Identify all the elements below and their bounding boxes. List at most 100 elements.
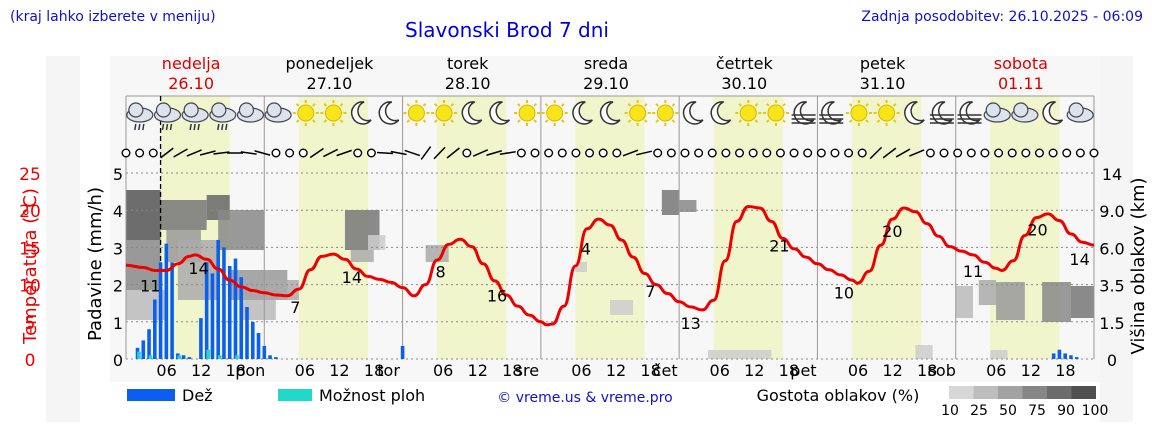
wind-calm	[148, 148, 158, 158]
cloud-height-tick: 1.5	[1099, 314, 1124, 333]
cloud-height-tick: 6.0	[1099, 239, 1124, 258]
legend-cloud-density-label: Gostota oblakov (%)	[757, 386, 920, 405]
cloud-puff	[1068, 102, 1084, 118]
wind-calm	[135, 148, 145, 158]
day-name: petek	[860, 54, 906, 73]
cloud-cell	[996, 282, 1025, 320]
rain-bar	[274, 357, 278, 359]
precip-tick: 5	[113, 165, 123, 184]
x-tick: 06	[433, 361, 453, 380]
legend-rain-swatch	[127, 389, 175, 401]
wind-calm	[298, 148, 308, 158]
wind-calm	[366, 148, 376, 158]
day-name: sreda	[584, 54, 628, 73]
sun-ray	[849, 119, 853, 123]
moon-icon	[350, 101, 372, 125]
x-tick: 06	[156, 361, 176, 380]
sun-ray	[644, 103, 648, 107]
sun-icon	[762, 100, 789, 126]
cloud-cell	[575, 262, 587, 272]
wind-calm	[1021, 148, 1031, 158]
wind-calm	[844, 148, 854, 158]
rain-cloud-icon	[126, 102, 154, 131]
wind-calm	[694, 148, 704, 158]
cloud-scale-swatch	[998, 386, 1023, 399]
cloud-cell	[978, 280, 997, 305]
shower-bar	[206, 349, 210, 359]
wind-row	[121, 146, 1099, 160]
rain-bar	[181, 355, 186, 359]
wind-calm	[939, 148, 949, 158]
copyright-link[interactable]: © vreme.us & vreme.pro	[497, 390, 672, 406]
cloud-cell	[1070, 286, 1094, 318]
rain-drop	[189, 123, 192, 131]
legend-showers-swatch	[278, 389, 312, 401]
rain-bar	[262, 345, 267, 359]
daylight-band	[437, 96, 507, 359]
sun-ray	[738, 103, 742, 107]
cloud-scale-swatch	[1047, 386, 1072, 399]
rain-drop	[193, 123, 196, 131]
moon-icon	[599, 101, 621, 125]
cloud-scale-label: 10	[941, 403, 959, 419]
day-date: 30.10	[721, 74, 767, 93]
moon-shape	[1042, 101, 1064, 125]
rain-drop	[169, 123, 173, 131]
sun-ray	[766, 119, 770, 123]
sun-ray	[517, 119, 521, 123]
wind-calm	[557, 148, 567, 158]
cloud-icon	[264, 102, 292, 123]
wind-barb	[420, 146, 432, 160]
sun-ray	[450, 103, 454, 107]
sun-ray	[892, 103, 897, 107]
day-date: 28.10	[445, 74, 491, 93]
sun-ray	[533, 103, 537, 107]
cloud-cell	[990, 350, 1008, 359]
day-date: 29.10	[583, 74, 629, 93]
rain-cloud-icon	[181, 102, 209, 131]
rain-bar	[239, 277, 244, 359]
temperature-label: 13	[680, 314, 700, 333]
rain-bar	[268, 355, 272, 359]
sun-ray	[323, 103, 328, 107]
wind-calm	[707, 148, 717, 158]
sun-icon	[292, 100, 319, 126]
cloud-cell	[350, 250, 374, 262]
sun-ray	[434, 119, 438, 123]
wind-calm	[666, 148, 676, 158]
wind-calm	[285, 148, 295, 158]
x-tick: 12	[606, 361, 626, 380]
wind-barb	[173, 148, 188, 158]
cloud-cell	[218, 210, 265, 250]
x-tick: 18	[364, 361, 384, 380]
weather-icons	[126, 100, 1094, 131]
cloud-height-axis-title: Višina oblakov (km)	[1128, 177, 1149, 354]
sun-disc	[435, 104, 453, 122]
wind-calm	[530, 148, 540, 158]
temperature-axis-title: Temperatura (°C)	[20, 188, 41, 345]
sun-ray	[422, 103, 427, 107]
rain-bar	[187, 357, 192, 359]
moon-shape	[572, 101, 593, 125]
sun-ray	[655, 119, 659, 123]
x-tick: tor	[377, 361, 400, 380]
wind-barb	[160, 147, 174, 159]
wind-calm	[775, 148, 785, 158]
temp-tick: 15	[19, 239, 41, 259]
sun-ray	[422, 119, 427, 123]
rain-drop	[197, 123, 200, 131]
rain-bar	[199, 318, 203, 359]
last-update: Zadnja posodobitev: 26.10.2025 - 06:09	[861, 9, 1143, 25]
wind-barb	[309, 147, 324, 159]
moon-icon	[489, 101, 510, 125]
cloud-icon	[983, 102, 1011, 123]
cloud-height-tick: 3.5	[1099, 277, 1124, 296]
x-tick: 12	[882, 361, 902, 380]
moon-icon	[1042, 101, 1064, 125]
menu-hint[interactable]: (kraj lahko izberete v meniju)	[10, 9, 216, 25]
moon-shape	[599, 101, 621, 125]
x-tick: sre	[515, 361, 539, 380]
temperature-label: 8	[436, 262, 446, 281]
day-date: 01.11	[998, 74, 1044, 93]
left-axis-panel	[46, 56, 80, 422]
